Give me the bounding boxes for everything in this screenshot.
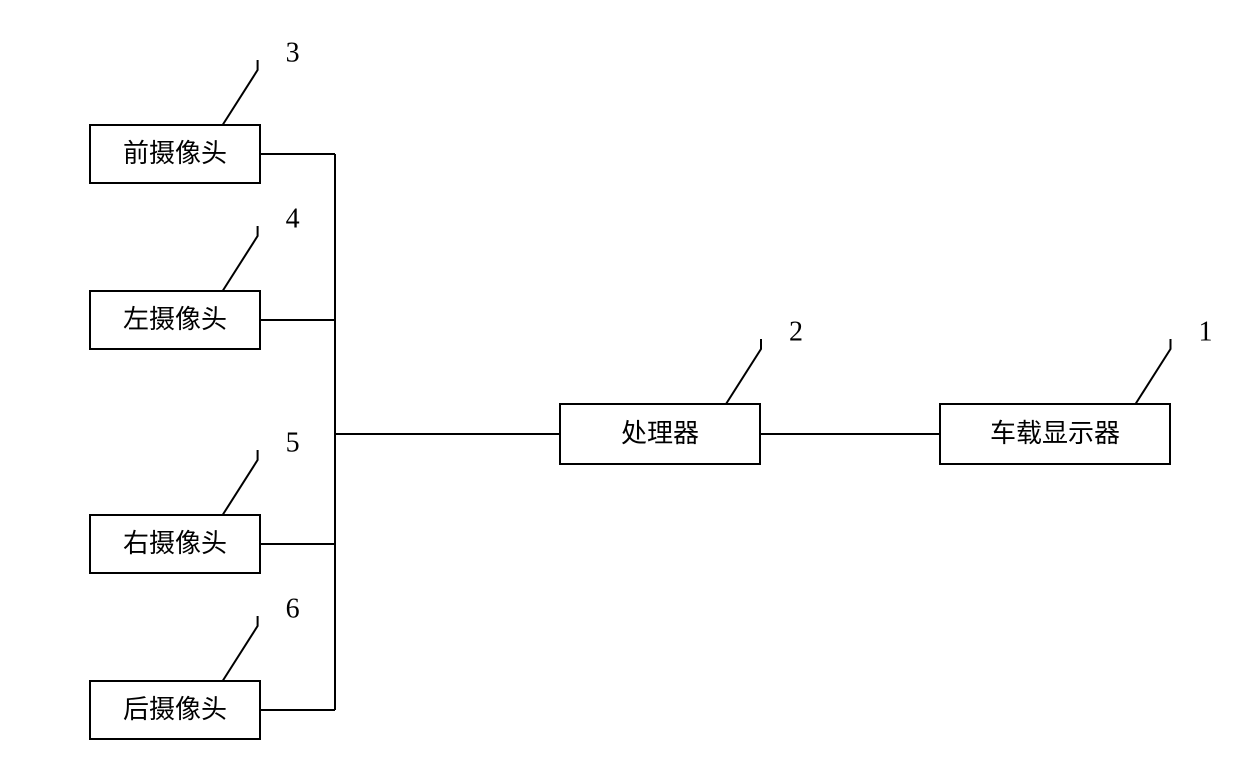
front-camera-label: 前摄像头 [123,139,227,168]
left-camera-number: 4 [286,203,300,234]
right-camera-label: 右摄像头 [123,529,227,558]
right-camera-leader [223,450,258,515]
front-camera-leader [223,60,258,125]
right-camera-number: 5 [286,427,300,458]
rear-camera-leader [223,616,258,681]
front-camera-number: 3 [286,37,300,68]
left-camera-leader [223,226,258,291]
display-leader [1136,339,1171,404]
rear-camera-label: 后摄像头 [123,695,227,724]
block-diagram: 前摄像头 3 左摄像头 4 右摄像头 5 后摄像头 6 处理器 2 车载显示器 1 [0,0,1240,782]
display-number: 1 [1199,316,1213,347]
display-label: 车载显示器 [990,419,1120,448]
processor-number: 2 [789,316,803,347]
processor-label: 处理器 [621,419,699,448]
processor-leader [726,339,761,404]
rear-camera-number: 6 [286,593,300,624]
left-camera-label: 左摄像头 [123,305,227,334]
